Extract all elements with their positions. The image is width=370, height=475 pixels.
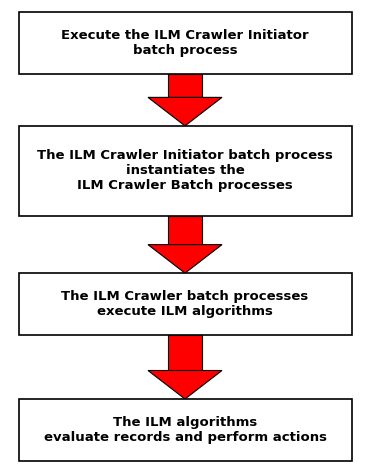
Bar — [18, 12, 351, 74]
Bar — [18, 126, 351, 216]
Bar — [168, 335, 202, 370]
Bar — [18, 273, 351, 335]
Bar — [18, 399, 351, 461]
Bar — [168, 74, 202, 97]
Text: The ILM Crawler batch processes
execute ILM algorithms: The ILM Crawler batch processes execute … — [61, 290, 309, 318]
Text: The ILM algorithms
evaluate records and perform actions: The ILM algorithms evaluate records and … — [44, 416, 326, 444]
Bar — [168, 216, 202, 245]
Text: The ILM Crawler Initiator batch process
instantiates the
ILM Crawler Batch proce: The ILM Crawler Initiator batch process … — [37, 150, 333, 192]
Polygon shape — [148, 245, 222, 273]
Polygon shape — [148, 97, 222, 126]
Text: Execute the ILM Crawler Initiator
batch process: Execute the ILM Crawler Initiator batch … — [61, 29, 309, 57]
Polygon shape — [148, 370, 222, 399]
